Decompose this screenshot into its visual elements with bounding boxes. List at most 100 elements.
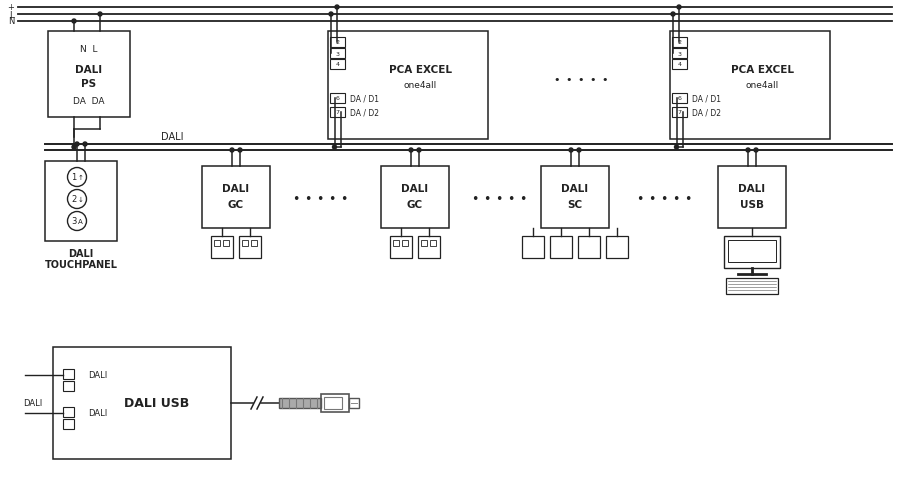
Circle shape [409,149,413,152]
Text: ↓: ↓ [78,197,84,203]
Circle shape [335,6,339,10]
Text: +: + [7,3,14,13]
Text: •: • [636,192,643,205]
Bar [330,49,345,59]
Bar [239,237,261,258]
Bar [328,32,488,140]
Text: DALI: DALI [161,132,183,142]
Circle shape [417,149,421,152]
Circle shape [72,146,76,150]
Text: DALI: DALI [24,399,43,408]
Text: PCA EXCEL: PCA EXCEL [730,65,794,75]
Bar [672,60,687,70]
Bar [63,381,74,391]
Text: DALI: DALI [88,371,108,380]
Text: •: • [483,192,491,205]
Text: DA  DA: DA DA [73,97,105,106]
Bar [728,241,776,262]
Bar [211,237,233,258]
Bar [349,398,359,408]
Text: one4all: one4all [746,81,778,91]
Bar [330,94,345,104]
Bar [214,241,220,246]
Text: USB: USB [740,199,764,210]
Circle shape [72,20,76,24]
Text: DALI: DALI [69,248,93,258]
Bar [726,278,778,294]
Circle shape [329,13,333,17]
Bar [672,94,687,104]
Bar [321,394,349,412]
Text: N: N [7,17,14,27]
Bar [393,241,399,246]
Text: •: • [304,192,311,205]
Text: •: • [519,192,527,205]
Text: •: • [292,192,300,205]
Text: DA / D1: DA / D1 [692,94,721,103]
Bar [48,32,130,118]
Bar [251,241,257,246]
Circle shape [577,149,581,152]
Text: DALI: DALI [561,183,588,194]
Bar [390,237,412,258]
Circle shape [674,146,679,150]
Bar [63,419,74,429]
Bar [421,241,427,246]
Circle shape [754,149,758,152]
Text: •: • [329,192,336,205]
Text: DA / D2: DA / D2 [692,108,721,117]
Bar [672,49,687,59]
Circle shape [98,13,102,17]
Circle shape [569,149,573,152]
Text: TOUCHPANEL: TOUCHPANEL [44,259,118,270]
Text: DALI: DALI [402,183,429,194]
Text: DA / D2: DA / D2 [350,108,379,117]
Text: •: • [602,75,608,85]
Bar [381,166,449,228]
Text: PS: PS [81,79,97,89]
Text: DALI: DALI [223,183,250,194]
Text: •: • [661,192,668,205]
Text: •: • [495,192,502,205]
Text: 7: 7 [336,110,339,115]
Text: GC: GC [228,199,244,210]
Bar [330,108,345,118]
Bar [324,397,342,409]
Text: 3: 3 [336,51,339,56]
Bar [242,241,248,246]
Text: •: • [566,75,572,85]
Text: N  L: N L [81,45,98,53]
Circle shape [671,13,675,17]
Text: 2: 2 [71,195,77,204]
Circle shape [230,149,234,152]
Bar [202,166,270,228]
Bar [63,369,74,379]
Bar [724,237,780,269]
Text: PCA EXCEL: PCA EXCEL [388,65,452,75]
Bar [45,162,117,242]
Bar [53,348,231,459]
Text: •: • [340,192,348,205]
Bar [430,241,436,246]
Bar [550,237,572,258]
Bar [279,398,321,408]
Bar [541,166,609,228]
Bar [522,237,544,258]
Text: 3: 3 [678,51,681,56]
Bar [672,38,687,48]
Bar [606,237,628,258]
Text: •: • [317,192,324,205]
Circle shape [75,143,79,147]
Text: DALI: DALI [738,183,766,194]
Text: L: L [9,11,14,19]
Text: ↑: ↑ [78,175,84,181]
Text: 1: 1 [71,173,77,182]
Text: •: • [672,192,680,205]
Text: SC: SC [567,199,583,210]
Bar [63,407,74,417]
Bar [578,237,600,258]
Text: 3: 3 [71,217,77,226]
Text: 7: 7 [678,110,681,115]
Bar [330,38,345,48]
Text: DALI: DALI [75,65,102,75]
